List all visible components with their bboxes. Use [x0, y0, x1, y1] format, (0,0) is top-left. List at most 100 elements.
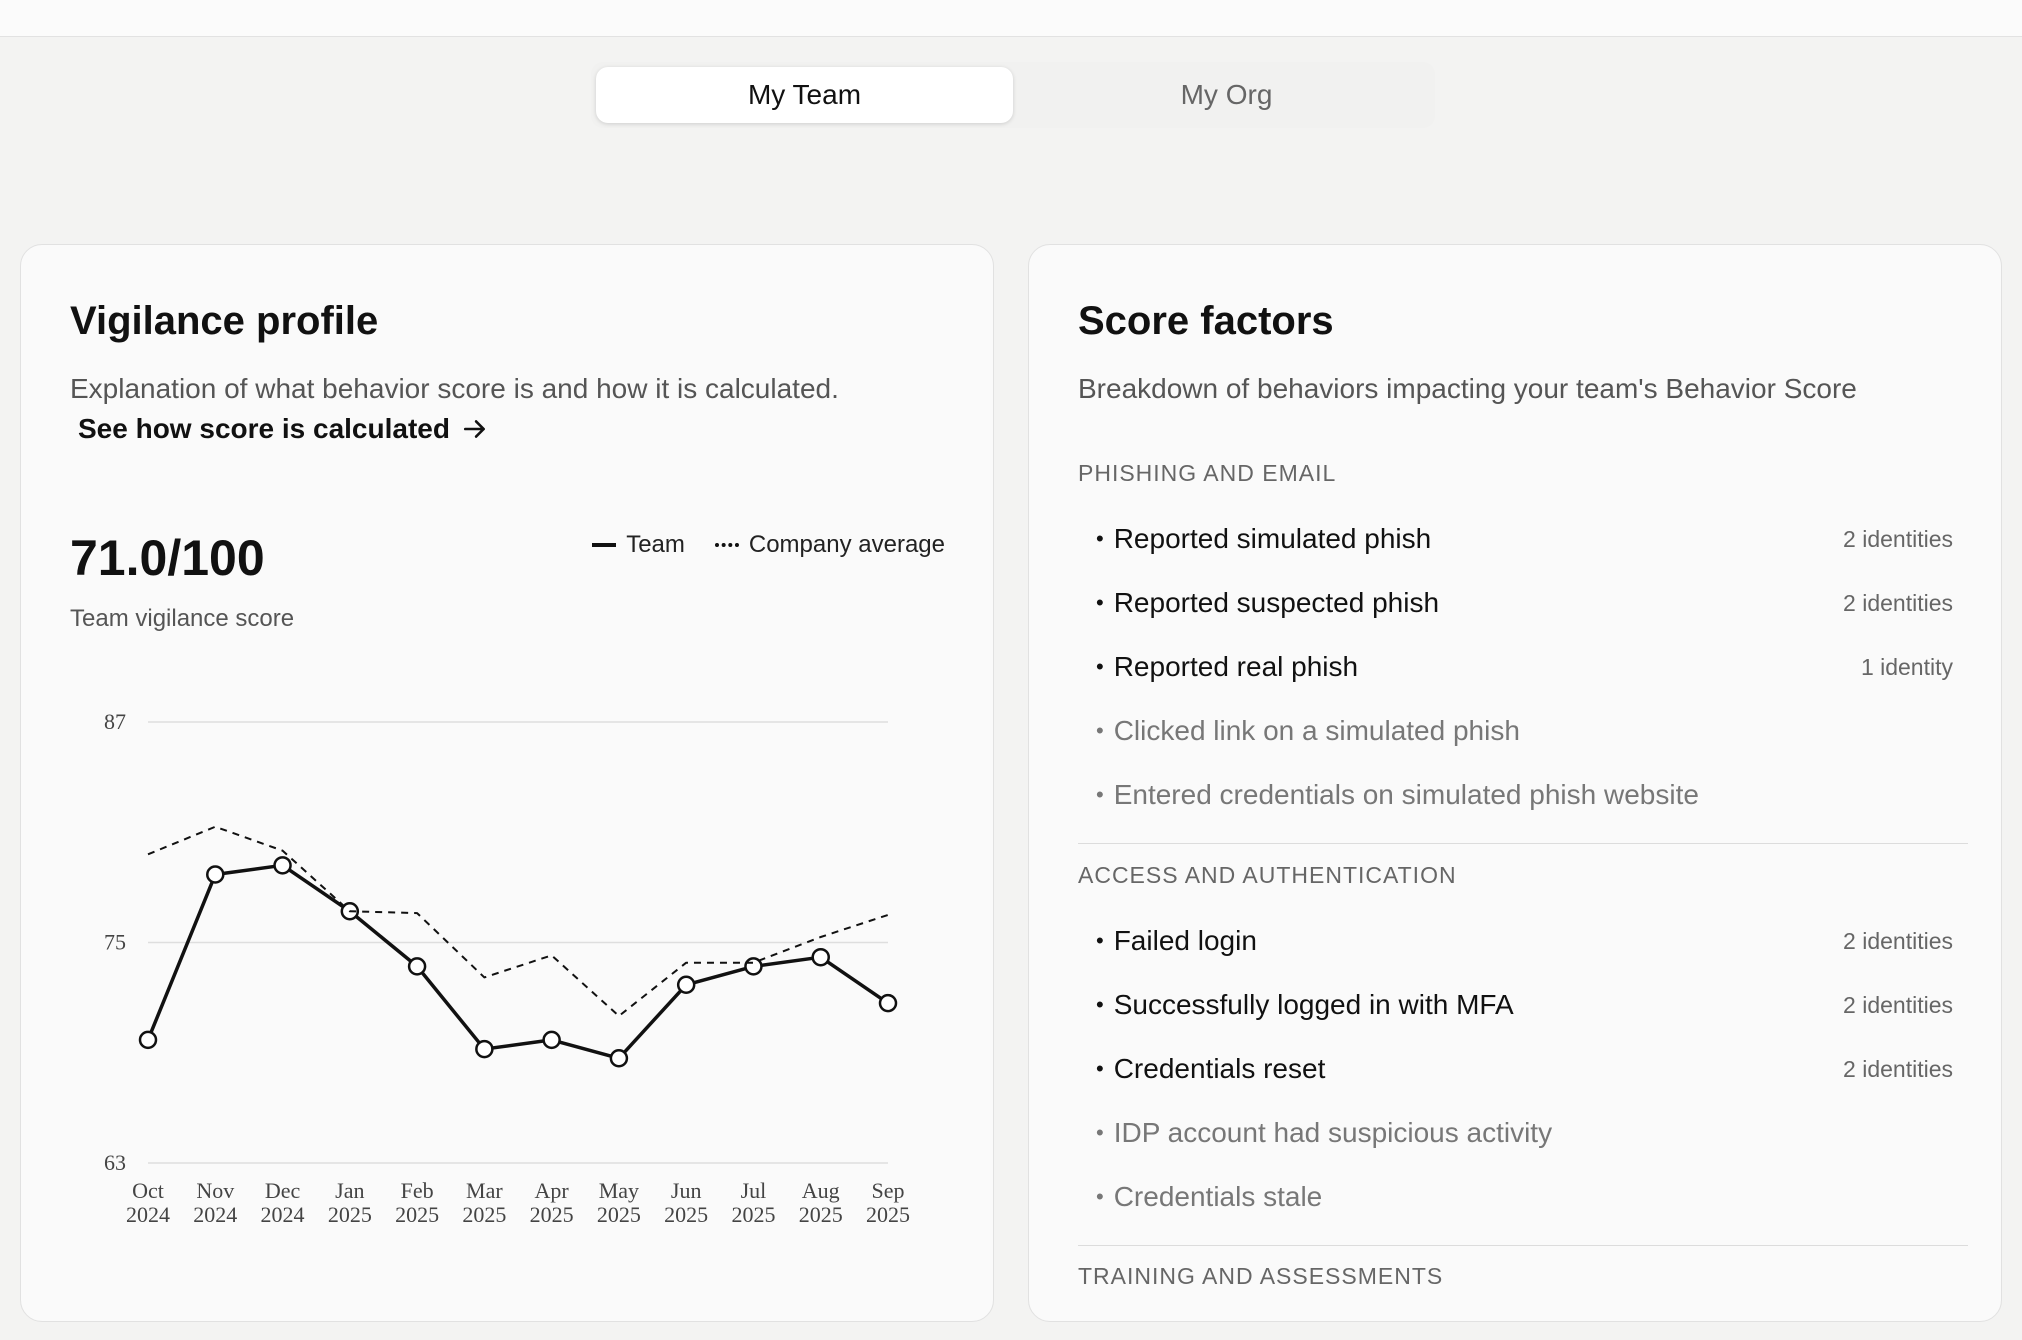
x-tick-label: Feb 2025 — [395, 1178, 439, 1227]
factor-label-text: Reported real phish — [1113, 651, 1359, 682]
bullet-icon: • — [1096, 526, 1104, 551]
y-tick-label: 75 — [104, 930, 126, 955]
score-factors-card: Score factors Breakdown of behaviors imp… — [1028, 244, 2002, 1322]
factor-label-text: Credentials stale — [1113, 1181, 1323, 1212]
legend-dotted-line-icon — [714, 543, 739, 547]
team-data-point — [676, 975, 696, 995]
factor-item: • Reported real phish 1 identity — [1078, 635, 1968, 699]
factor-label: • Entered credentials on simulated phish … — [1096, 779, 1699, 811]
legend-solid-line-icon — [592, 543, 617, 547]
score-factors-title: Score factors — [1078, 299, 1334, 343]
factor-label-text: Successfully logged in with MFA — [1113, 989, 1514, 1020]
vigilance-chart: 63 75 87 Oct 2024 Nov 2024 Dec 2024 Jan 2025 Feb 202… — [104, 709, 910, 1227]
vigilance-description: Explanation of what behavior score is an… — [70, 373, 839, 404]
x-tick-label: Jun 2025 — [664, 1178, 708, 1227]
factor-section: PHISHING AND EMAIL • Reported simulated ph… — [1078, 460, 1968, 844]
factor-count: 2 identities — [1843, 991, 1953, 1018]
factor-label-text: Entered credentials on simulated phish w… — [1113, 779, 1699, 810]
factor-item: • Credentials reset 2 identities — [1078, 1037, 1968, 1101]
y-tick-label: 87 — [104, 709, 126, 734]
view-tabs: My Team My Org — [591, 62, 1435, 128]
section-heading: ACCESS AND AUTHENTICATION — [1078, 862, 1457, 888]
factor-count: 2 identities — [1843, 589, 1953, 616]
bullet-icon: • — [1096, 590, 1104, 615]
x-tick-label: Mar 2025 — [462, 1178, 506, 1227]
factor-count: 1 identity — [1860, 653, 1953, 680]
bullet-icon: • — [1096, 654, 1104, 679]
vigilance-title: Vigilance profile — [70, 299, 379, 343]
factor-label: • Reported simulated phish — [1096, 523, 1431, 555]
vigilance-profile-card: 63 75 87 Oct 2024 Nov 2024 Dec 2024 Jan 2025 Feb 202… — [20, 244, 994, 1322]
bullet-icon: • — [1096, 718, 1104, 743]
factor-count: 2 identities — [1843, 525, 1953, 552]
factor-label: • Reported suspected phish — [1096, 587, 1439, 619]
legend-team-label: Team — [626, 531, 685, 558]
score-calculation-link[interactable]: See how score is calculated — [78, 413, 488, 445]
factor-label: • Failed login — [1096, 925, 1257, 957]
legend-company-average: Company average — [714, 531, 945, 559]
x-tick-label: Nov 2024 — [193, 1178, 237, 1227]
chart-legend: Team Company average — [592, 531, 945, 559]
bullet-icon: • — [1096, 1056, 1104, 1081]
team-data-point — [609, 1049, 629, 1068]
legend-team: Team — [592, 531, 685, 559]
section-heading: PHISHING AND EMAIL — [1078, 460, 1337, 486]
tab-my-team[interactable]: My Team — [596, 67, 1013, 123]
factor-item: • Failed login 2 identities — [1078, 909, 1968, 973]
bullet-icon: • — [1096, 992, 1104, 1017]
x-tick-label: Jan 2025 — [328, 1178, 372, 1227]
team-data-point — [542, 1030, 561, 1050]
factor-label: • Credentials reset — [1096, 1053, 1325, 1085]
factor-section: TRAINING AND ASSESSMENTS — [1078, 1263, 1968, 1310]
team-data-point — [811, 947, 830, 967]
team-data-point — [475, 1039, 494, 1059]
factor-label: • Reported real phish — [1096, 651, 1358, 683]
factor-item: • Successfully logged in with MFA 2 identi… — [1078, 973, 1968, 1037]
x-tick-label: Apr 2025 — [530, 1178, 574, 1227]
factor-item: • IDP account had suspicious activity — [1078, 1101, 1968, 1165]
company-average-line — [147, 825, 889, 1017]
x-tick-label: Oct 2024 — [126, 1178, 170, 1227]
score-calculation-link-label: See how score is calculated — [78, 413, 450, 444]
legend-company-label: Company average — [748, 531, 945, 558]
factor-label: • Successfully logged in with MFA — [1096, 989, 1514, 1021]
team-data-point — [138, 1030, 158, 1050]
arrow-right-icon — [463, 420, 485, 438]
bullet-icon: • — [1096, 782, 1104, 807]
tab-my-org[interactable]: My Org — [1180, 79, 1273, 110]
factor-item: • Reported simulated phish 2 identities — [1078, 507, 1968, 571]
factor-item: • Credentials stale — [1078, 1165, 1968, 1229]
section-heading: TRAINING AND ASSESSMENTS — [1078, 1263, 1444, 1289]
factor-label: • Clicked link on a simulated phish — [1096, 715, 1520, 747]
factor-label-text: Reported simulated phish — [1113, 523, 1432, 554]
bullet-icon: • — [1096, 928, 1104, 953]
x-tick-label: Jul 2025 — [731, 1178, 775, 1227]
factor-label-text: IDP account had suspicious activity — [1113, 1117, 1553, 1148]
team-line — [146, 863, 889, 1061]
factor-count: 2 identities — [1843, 1055, 1953, 1082]
y-tick-label: 63 — [104, 1150, 126, 1175]
team-data-point — [878, 993, 898, 1013]
x-tick-label: May 2025 — [597, 1178, 641, 1227]
team-score-label: Team vigilance score — [70, 605, 295, 632]
team-data-point — [206, 865, 225, 884]
factor-item: • Clicked link on a simulated phish — [1078, 699, 1968, 763]
x-tick-label: Dec 2024 — [261, 1178, 305, 1227]
team-data-point — [273, 856, 292, 875]
bullet-icon: • — [1096, 1120, 1104, 1145]
section-divider — [1078, 1245, 1968, 1246]
factor-label-text: Reported suspected phish — [1113, 587, 1440, 618]
team-data-point — [407, 957, 427, 976]
factor-count: 2 identities — [1843, 927, 1953, 954]
factor-label-text: Failed login — [1113, 925, 1257, 956]
x-tick-label: Sep 2025 — [866, 1178, 910, 1227]
bullet-icon: • — [1096, 1184, 1104, 1209]
section-divider — [1078, 843, 1968, 844]
factor-item: • Entered credentials on simulated phish … — [1078, 763, 1968, 827]
team-score-value: 71.0/100 — [70, 530, 265, 586]
factor-label-text: Clicked link on a simulated phish — [1113, 715, 1520, 746]
x-tick-label: Aug 2025 — [799, 1178, 843, 1227]
factor-section: ACCESS AND AUTHENTICATION • Failed login 2 … — [1078, 862, 1968, 1246]
factor-label: • IDP account had suspicious activity — [1096, 1117, 1552, 1149]
factor-label: • Credentials stale — [1096, 1181, 1322, 1213]
